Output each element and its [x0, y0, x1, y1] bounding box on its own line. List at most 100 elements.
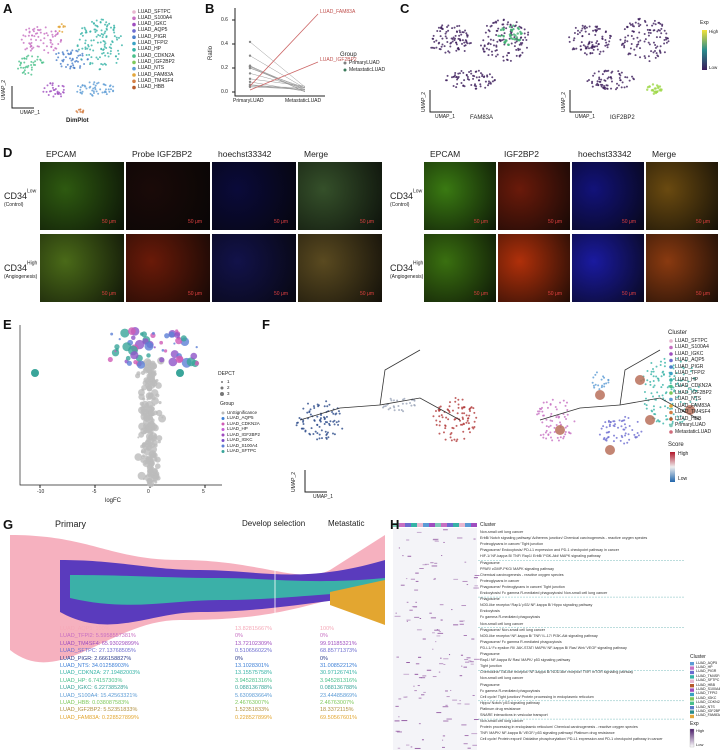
- cell-dot: [593, 386, 596, 389]
- cell-dot: [547, 425, 550, 428]
- cell-dot: [56, 31, 59, 34]
- cell-dot: [91, 89, 94, 92]
- pathway-label: Non-small cell lung cancer: [480, 621, 524, 626]
- legend-label: LUAD_IGF2BP2: [675, 389, 712, 396]
- cell-dot: [485, 47, 488, 50]
- cell-dot: [628, 424, 631, 427]
- cell-dot: [683, 418, 686, 421]
- cluster-strip: [459, 523, 465, 527]
- heatmap-cell: [438, 631, 441, 633]
- cell-dot: [549, 403, 552, 406]
- cell-dot: [502, 55, 505, 58]
- cell-dot: [77, 48, 80, 51]
- cell-dot: [103, 32, 106, 35]
- cell-dot: [447, 24, 450, 27]
- legend-label: LUAD_NTS: [675, 396, 702, 402]
- cell-dot: [88, 53, 91, 56]
- cell-dot: [574, 26, 577, 29]
- cell-dot: [30, 41, 33, 44]
- x-axis-label: UMAP_1: [20, 110, 41, 116]
- cluster-strip: [447, 523, 453, 527]
- legend-label: LUAD_IGF2BP2: [138, 58, 175, 65]
- cell-dot: [454, 397, 457, 400]
- cell-dot: [626, 441, 629, 444]
- cell-dot: [458, 24, 461, 27]
- develop-label: 0.510656022%: [235, 648, 273, 655]
- cell-dot: [609, 36, 612, 39]
- cell-dot: [435, 423, 438, 426]
- cell-dot: [656, 45, 659, 48]
- legend-title: Cluster: [690, 654, 706, 660]
- cell-dot: [584, 27, 587, 30]
- cell-dot: [665, 38, 668, 41]
- cell-dot: [83, 63, 86, 66]
- develop-label: 13.15575758%: [235, 670, 273, 677]
- cell-dot: [19, 66, 22, 69]
- pathway-label: Cell cycle/ Tight junction/ Protein proc…: [480, 694, 594, 699]
- cell-dot: [30, 64, 33, 67]
- cell-dot: [83, 26, 86, 29]
- column-header: Merge: [652, 149, 677, 159]
- heatmap-cell: [418, 723, 421, 725]
- cell-dot: [612, 440, 615, 443]
- cell-dot: [60, 95, 63, 98]
- cell-dot: [637, 434, 640, 437]
- cell-dot: [616, 86, 619, 89]
- cell-dot: [437, 408, 440, 411]
- cell-dot: [605, 382, 608, 385]
- cell-dot: [599, 50, 602, 53]
- cell-dot: [652, 379, 655, 382]
- pathway-label: Fc gamma R-mediated phagocytosis: [480, 615, 541, 620]
- primary-label: LUAD_NTS: 34.01258903%: [60, 663, 129, 669]
- heatmap-cell: [459, 623, 464, 625]
- cell-dot: [603, 436, 606, 439]
- cell-dot: [480, 72, 483, 75]
- gene-dot: [168, 331, 175, 338]
- pathway-label: Phagosome: [480, 597, 500, 602]
- cell-dot: [681, 366, 684, 369]
- legend-key: [690, 684, 694, 688]
- cell-dot: [573, 31, 576, 34]
- heatmap-cell: [474, 574, 480, 576]
- heatmap-cell: [463, 743, 468, 745]
- cell-dot: [89, 92, 92, 95]
- heatmap-cell: [396, 656, 399, 658]
- cell-dot: [660, 386, 663, 389]
- cell-dot: [536, 413, 539, 416]
- legend-dot: [669, 423, 673, 428]
- cell-dot: [329, 420, 332, 423]
- legend-dot: [221, 439, 225, 442]
- cell-dot: [92, 91, 95, 94]
- cell-dot: [635, 45, 638, 48]
- legend-key: [690, 701, 694, 705]
- cell-dot: [507, 51, 510, 54]
- cell-dot: [627, 416, 630, 419]
- gene-dot: [147, 373, 156, 382]
- legend-dot: [221, 417, 225, 420]
- heatmap-cell: [471, 733, 478, 735]
- legend-dot: [132, 73, 136, 77]
- gene-dot: [110, 332, 114, 336]
- heatmap-cell: [406, 662, 410, 664]
- cell-dot: [439, 30, 442, 33]
- cell-dot: [466, 417, 469, 420]
- heatmap-cell: [464, 659, 469, 661]
- legend-label: LUAD_TFPI2: [696, 691, 718, 696]
- cell-dot: [510, 42, 513, 45]
- cell-dot: [449, 436, 452, 439]
- cell-dot: [679, 379, 682, 382]
- cell-dot: [663, 365, 666, 368]
- cell-dot: [325, 400, 328, 403]
- cell-dot: [34, 64, 37, 67]
- cell-dot: [27, 54, 30, 57]
- cell-dot: [110, 47, 113, 50]
- cell-dot: [453, 37, 456, 40]
- y-axis-label: Ratio: [208, 45, 214, 60]
- panel-label: G: [3, 517, 14, 532]
- cell-dot: [564, 404, 567, 407]
- cell-dot: [465, 414, 468, 417]
- legend-label: Low: [709, 65, 718, 70]
- cell-dot: [508, 25, 512, 29]
- cell-dot: [653, 19, 656, 22]
- cell-dot: [650, 373, 653, 376]
